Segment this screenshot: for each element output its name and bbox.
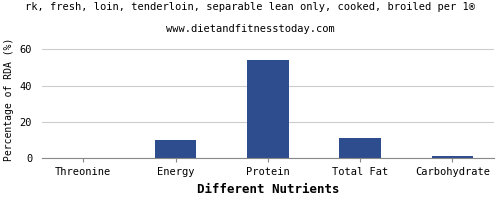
X-axis label: Different Nutrients: Different Nutrients [196,183,339,196]
Bar [155,140,196,158]
Text: www.dietandfitnesstoday.com: www.dietandfitnesstoday.com [166,24,334,34]
Bar [340,138,381,158]
Bar [247,60,288,158]
Y-axis label: Percentage of RDA (%): Percentage of RDA (%) [4,38,14,161]
Bar [432,156,473,158]
Text: rk, fresh, loin, tenderloin, separable lean only, cooked, broiled per 1®: rk, fresh, loin, tenderloin, separable l… [25,2,475,12]
